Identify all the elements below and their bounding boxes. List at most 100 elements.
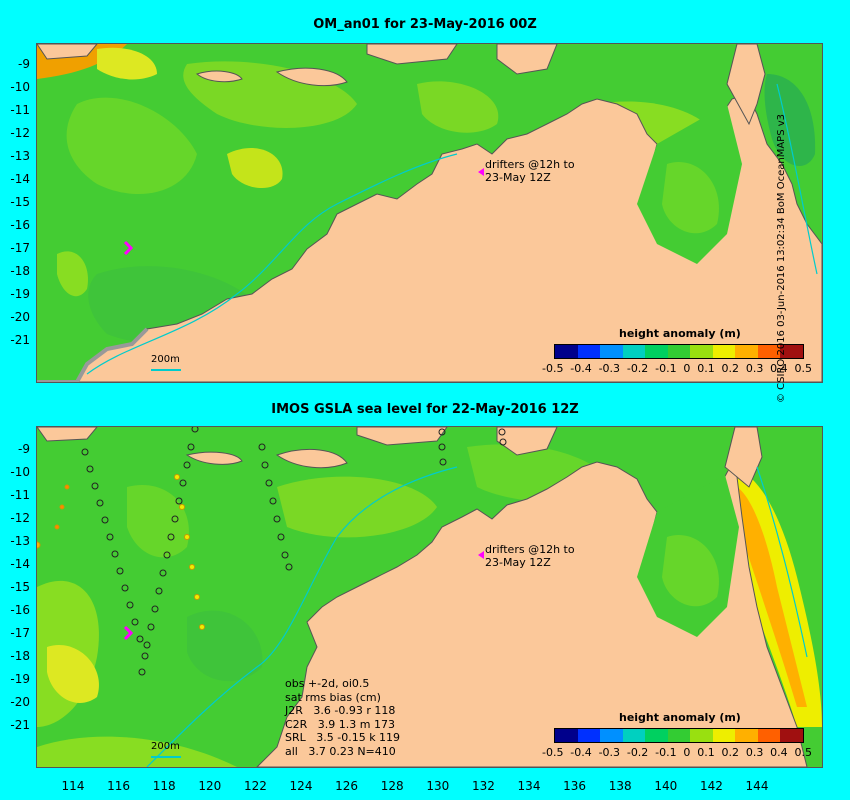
shelf-edge <box>37 327 149 382</box>
contour-scale-line <box>151 369 181 371</box>
colorbar-swatch <box>757 729 781 742</box>
bottom-map-panel: drifters @12h to 23-May 12Z obs +-2d, oi… <box>36 426 823 768</box>
top-y-label: -20 <box>10 310 30 324</box>
top-y-label: -21 <box>10 333 30 347</box>
colorbar-ticks: -0.5 -0.4 -0.3 -0.2 -0.1 0 0.1 0.2 0.3 0… <box>542 362 812 375</box>
satellite-stats: obs +-2d, oi0.5 sat rms bias (cm) J2R 3.… <box>285 677 400 758</box>
island <box>37 427 98 442</box>
colorbar-swatch <box>600 729 623 742</box>
contour-scale-label: 200m <box>151 741 180 752</box>
x-label: 118 <box>152 779 176 793</box>
top-y-label: -11 <box>10 103 30 117</box>
satellite-track <box>81 448 149 660</box>
bottom-y-label: -14 <box>10 557 30 571</box>
x-label: 114 <box>61 779 85 793</box>
top-y-label: -17 <box>10 241 30 255</box>
colorbar-tick: -0.5 <box>542 362 564 375</box>
colorbar-tick: -0.5 <box>542 746 564 759</box>
bottom-y-label: -16 <box>10 603 30 617</box>
australia-landmass <box>256 461 808 767</box>
drifter-legend-marker <box>478 551 484 559</box>
bottom-map-svg <box>37 427 822 767</box>
top-y-label: -9 <box>18 57 30 71</box>
stats-line: J2R 3.6 -0.93 r 118 <box>285 704 396 717</box>
anomaly-patch <box>57 251 88 297</box>
drifters-note-line1: drifters @12h to <box>485 543 575 556</box>
bottom-y-label: -13 <box>10 534 30 548</box>
drifters-note-line1: drifters @12h to <box>485 158 575 171</box>
satellite-track <box>438 428 507 466</box>
bottom-y-label: -15 <box>10 580 30 594</box>
anomaly-patch <box>764 74 816 166</box>
island <box>37 44 98 60</box>
bottom-y-label: -10 <box>10 465 30 479</box>
anomaly-patch <box>662 535 719 607</box>
x-label: 132 <box>471 779 495 793</box>
bottom-y-label: -20 <box>10 695 30 709</box>
colorbar-swatch <box>780 345 804 358</box>
x-label: 138 <box>608 779 632 793</box>
bottom-y-label: -19 <box>10 672 30 686</box>
bottom-y-label: -12 <box>10 511 30 525</box>
sumba-island <box>195 70 243 83</box>
colorbar-swatch <box>690 345 713 358</box>
colorbar-swatch <box>667 729 691 742</box>
colorbar-tick: 0.1 <box>697 362 715 375</box>
drifters-note-line2: 23-May 12Z <box>485 171 551 184</box>
colorbar <box>554 344 804 359</box>
colorbar-tick: 0 <box>683 362 691 375</box>
colorbar-tick: 0.3 <box>745 362 764 375</box>
colorbar-swatch <box>712 729 736 742</box>
colorbar-tick: -0.2 <box>626 746 649 759</box>
top-y-label: -15 <box>10 195 30 209</box>
top-y-label: -10 <box>10 80 30 94</box>
bottom-y-label: -11 <box>10 488 30 502</box>
bottom-y-label: -9 <box>18 442 30 456</box>
anomaly-patch <box>47 645 99 703</box>
contour-200m <box>146 466 458 767</box>
bottom-panel-title: IMOS GSLA sea level for 22-May-2016 12Z <box>271 402 579 417</box>
island <box>366 44 458 65</box>
colorbar-ticks: -0.5 -0.4 -0.3 -0.2 -0.1 0 0.1 0.2 0.3 0… <box>542 746 812 759</box>
cape-york-landmass <box>726 44 766 126</box>
colorbar-tick: -0.2 <box>626 362 649 375</box>
anomaly-patch <box>662 162 719 234</box>
island <box>496 44 558 75</box>
top-y-label: -12 <box>10 126 30 140</box>
colorbar-tick: 0 <box>683 746 691 759</box>
contour-200m <box>756 466 808 658</box>
colorbar-swatch <box>645 729 668 742</box>
x-label: 120 <box>198 779 222 793</box>
anomaly-patch <box>66 97 197 194</box>
x-label: 126 <box>335 779 359 793</box>
colorbar-swatch <box>735 345 758 358</box>
timor-island <box>275 67 348 87</box>
credit-text: © CSIRO 2016 03-Jun-2016 13:02:34 BoM Oc… <box>776 113 787 403</box>
colorbar-swatch <box>622 729 646 742</box>
anomaly-patch <box>417 81 499 133</box>
stats-line: C2R 3.9 1.3 m 173 <box>285 717 395 731</box>
colorbar-tick: 0.1 <box>697 746 715 759</box>
colorbar-tick: -0.1 <box>655 746 677 759</box>
colorbar-swatch <box>690 729 713 742</box>
anomaly-patch <box>187 610 263 682</box>
colorbar-swatch <box>780 729 804 742</box>
colorbar-tick: 0.4 <box>770 362 788 375</box>
anomaly-patch <box>227 148 283 189</box>
sumba-island <box>185 451 243 465</box>
contour-200m <box>776 83 818 275</box>
island <box>496 427 558 456</box>
x-label: 136 <box>563 779 587 793</box>
colorbar-swatch <box>757 345 781 358</box>
anomaly-patch <box>37 736 237 767</box>
colorbar-tick: 0.5 <box>794 746 812 759</box>
colorbar-title: height anomaly (m) <box>619 327 741 340</box>
drifters-note-line2: 23-May 12Z <box>485 556 551 569</box>
colorbar-swatch <box>555 345 578 358</box>
colorbar-swatch <box>600 345 623 358</box>
x-label: 142 <box>699 779 723 793</box>
anomaly-patch <box>277 476 437 538</box>
x-label: 130 <box>426 779 450 793</box>
colorbar-title: height anomaly (m) <box>619 711 741 724</box>
drifter-legend-marker <box>478 168 484 176</box>
